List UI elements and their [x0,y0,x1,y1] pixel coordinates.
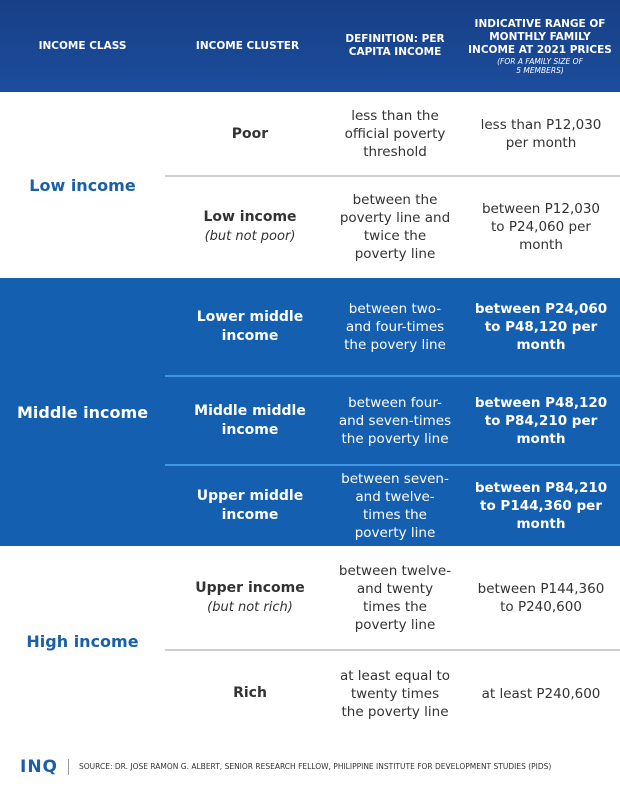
cluster-cell: Lower middle income [175,278,325,376]
definition: between the poverty line and twice the p… [339,192,451,262]
header-text: INCOME CLUSTER [195,39,300,52]
range: less than P12,030 per month [480,117,602,151]
separator [68,758,70,775]
cluster-cell: Upper middle income [175,465,325,546]
cluster: Poor [231,125,269,142]
cluster: Low income [203,209,297,225]
definition: at least equal to twenty times the pover… [339,667,451,720]
source: SOURCE: DR. JOSE RAMON G. ALBERT, SENIOR… [79,762,552,771]
header-cell: DEFINITION: PER CAPITA INCOME [330,0,460,92]
definition: between two-and four-times the povery li… [344,301,446,353]
range: between P144,360 to P240,600 [477,581,605,615]
row-divider [165,649,620,651]
header-text: DEFINITION: PER CAPITA INCOME [345,33,445,58]
cluster-cell: Middle middle income [175,376,325,465]
group-label: Low income [29,175,136,195]
cluster-cell: Poor [175,92,325,176]
header-text: INDICATIVE RANGE OF MONTHLY FAMILY INCOM… [468,17,612,56]
header-cell: INCOME CLUSTER [165,0,330,92]
header-cell: INDICATIVE RANGE OF MONTHLY FAMILY INCOM… [460,0,620,92]
cluster: Lower middle income [196,309,304,344]
cluster-cell: Low income (but not poor) [175,176,325,278]
footer: INQ SOURCE: DR. JOSE RAMON G. ALBERT, SE… [0,737,620,796]
definition: between twelve- and twenty times the pov… [338,563,452,633]
logo: INQ [20,756,59,777]
cluster: Upper middle income [196,487,304,523]
group-label: High income [26,632,139,651]
cluster-cell: Upper income (but not rich) [175,546,325,650]
middle-band [0,278,620,546]
range: between P24,060 to P48,120 per month [474,301,608,353]
cluster-cell: Rich [175,650,325,737]
header-cell: INCOME CLASS [0,0,165,92]
range: at least P240,600 [481,685,601,702]
row-divider [165,464,620,466]
header-band [0,0,620,92]
cluster: Upper income [195,580,305,596]
definition: between seven- and twelve-times the pove… [341,470,449,541]
cluster: Middle middle income [194,402,306,438]
row-divider [165,375,620,377]
definition: between four- and seven-times the povert… [338,394,452,447]
group-label: Middle income [16,402,149,422]
cluster: Rich [233,685,267,701]
header-note: (FOR A FAMILY SIZE OF 5 MEMBERS) [497,56,583,75]
range: between P12,030 to P24,060 per month [481,201,601,253]
definition: less than the official poverty threshold [344,108,446,160]
range: between P48,120 to P84,210 per month [474,394,608,447]
row-divider [165,175,620,177]
cluster-note: (but not rich) [207,600,293,615]
header-text: INCOME CLASS [38,39,127,52]
range: between P84,210 to P144,360 per month [474,479,608,532]
cluster-note: (but not poor) [204,229,296,244]
